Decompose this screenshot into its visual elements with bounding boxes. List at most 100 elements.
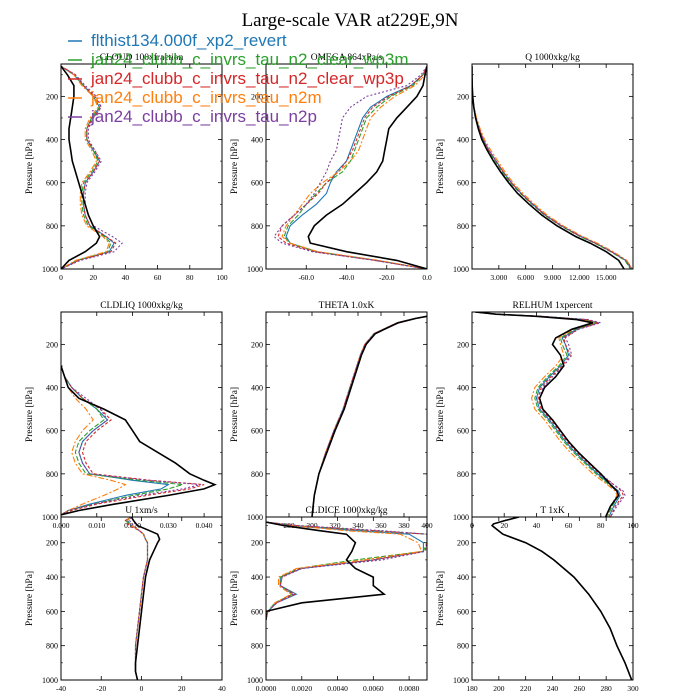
x-tick-label: 80: [597, 521, 605, 530]
series-line-3: [475, 312, 624, 517]
y-tick-label: 800: [251, 222, 263, 231]
legend: flthist134.000f_xp2_revert jan24_clubb_c_…: [68, 31, 409, 126]
y-tick-label: 1000: [453, 676, 469, 685]
y-tick-label: 400: [46, 136, 58, 145]
series-line-3: [266, 521, 427, 621]
y-tick-label: 200: [46, 92, 58, 101]
x-tick-label: 0: [59, 273, 63, 282]
y-tick-label: 800: [251, 470, 263, 479]
panel-title: CLOUD 100xfraction: [100, 52, 184, 63]
y-tick-label: 400: [251, 136, 263, 145]
y-tick-label: 400: [457, 136, 469, 145]
x-tick-label: 0.040: [196, 521, 213, 530]
x-tick-label: 3.000: [490, 273, 507, 282]
x-tick-label: 320: [329, 521, 341, 530]
plot-area: [472, 66, 633, 269]
x-tick-label: 20: [178, 684, 186, 693]
series-line-4: [281, 66, 427, 269]
x-tick-label: 100: [216, 273, 228, 282]
y-axis-label: Pressure [hPa]: [230, 387, 240, 442]
series-line-4: [472, 66, 633, 269]
plot-area: [273, 65, 427, 269]
x-tick-label: 0.010: [88, 521, 105, 530]
panel-3: Q 1000xkg/kg Pressure [hPa] 200 400 600 800 10…: [436, 53, 634, 282]
x-tick-label: 0.0: [422, 273, 432, 282]
y-tick-label: 200: [251, 92, 263, 101]
x-tick-label: 9.000: [544, 273, 561, 282]
plot-area: [266, 521, 427, 621]
y-tick-label: 800: [46, 642, 58, 651]
y-axis-label: Pressure [hPa]: [230, 139, 240, 194]
legend-item: jan24_clubb_c_invrs_tau_n2_clear_wp3p: [68, 69, 404, 88]
y-tick-label: 800: [457, 470, 469, 479]
y-tick-label: 400: [251, 573, 263, 582]
plot-area: [124, 517, 161, 680]
legend-item: jan24_clubb_c_invrs_tau_n2m: [68, 88, 322, 107]
x-tick-label: -20.0: [379, 273, 395, 282]
reference-line: [475, 312, 620, 517]
reference-line: [61, 365, 217, 516]
x-tick-label: 6.000: [517, 273, 534, 282]
y-tick-label: 400: [46, 384, 58, 393]
x-tick-label: 200: [493, 684, 505, 693]
plot-area: [61, 65, 124, 269]
series-line-4: [61, 365, 127, 516]
panel-title: THETA 1.0xK: [319, 301, 375, 311]
plot-frame: [265, 516, 428, 681]
series-line-5: [273, 65, 427, 269]
y-tick-label: 400: [457, 384, 469, 393]
plot-frame: [60, 63, 223, 270]
series-line-1: [126, 517, 149, 680]
y-tick-label: 800: [251, 642, 263, 651]
series-line-1: [311, 315, 427, 517]
y-tick-label: 600: [46, 427, 58, 436]
series-line-4: [126, 517, 149, 680]
y-tick-label: 1000: [247, 513, 263, 522]
y-axis-label: Pressure [hPa]: [25, 139, 35, 194]
legend-item: flthist134.000f_xp2_revert: [68, 31, 287, 50]
x-tick-label: 0: [140, 684, 144, 693]
x-tick-label: -40.0: [339, 273, 355, 282]
panel-title: T 1xK: [540, 506, 565, 516]
reference-line: [307, 66, 427, 269]
series-line-2: [491, 517, 633, 680]
y-tick-label: 1000: [247, 265, 263, 274]
series-line-3: [472, 66, 633, 269]
panel-title: OMEGA 864xPa/s: [311, 53, 383, 63]
series-line-4: [475, 312, 618, 517]
series-line-5: [475, 312, 626, 517]
x-tick-label: 12.000: [569, 273, 590, 282]
series-line-3: [277, 65, 427, 269]
y-tick-label: 600: [46, 179, 58, 188]
y-tick-label: 400: [46, 573, 58, 582]
x-tick-label: 15.000: [596, 273, 617, 282]
x-tick-label: 0.0020: [291, 684, 312, 693]
series-line-3: [61, 65, 117, 269]
y-tick-label: 1000: [453, 265, 469, 274]
panel-2: OMEGA 864xPa/s Pressure [hPa] 200 400 600 800…: [230, 53, 432, 282]
panel-title: RELHUM 1xpercent: [513, 301, 593, 311]
x-tick-label: 280: [601, 684, 613, 693]
series-line-5: [472, 66, 632, 269]
y-axis-label: Pressure [hPa]: [25, 571, 35, 626]
series-line-2: [61, 65, 112, 269]
y-tick-label: 200: [251, 340, 263, 349]
x-tick-label: 60: [565, 521, 573, 530]
series-line-2: [472, 66, 631, 269]
y-axis-label: Pressure [hPa]: [25, 387, 35, 442]
x-tick-label: 40: [122, 273, 130, 282]
x-tick-label: 240: [547, 684, 559, 693]
x-tick-label: 40: [533, 521, 541, 530]
series-line-1: [491, 517, 633, 680]
plot-area: [490, 517, 633, 680]
y-tick-label: 200: [46, 340, 58, 349]
reference-line: [490, 517, 633, 680]
x-tick-label: 20: [89, 273, 97, 282]
panel-title: U 1xm/s: [125, 506, 158, 516]
x-tick-label: -40: [56, 684, 66, 693]
series-line-5: [128, 517, 149, 680]
panel-6: RELHUM 1xpercent Pressure [hPa] 200 400 600 8…: [436, 301, 639, 530]
